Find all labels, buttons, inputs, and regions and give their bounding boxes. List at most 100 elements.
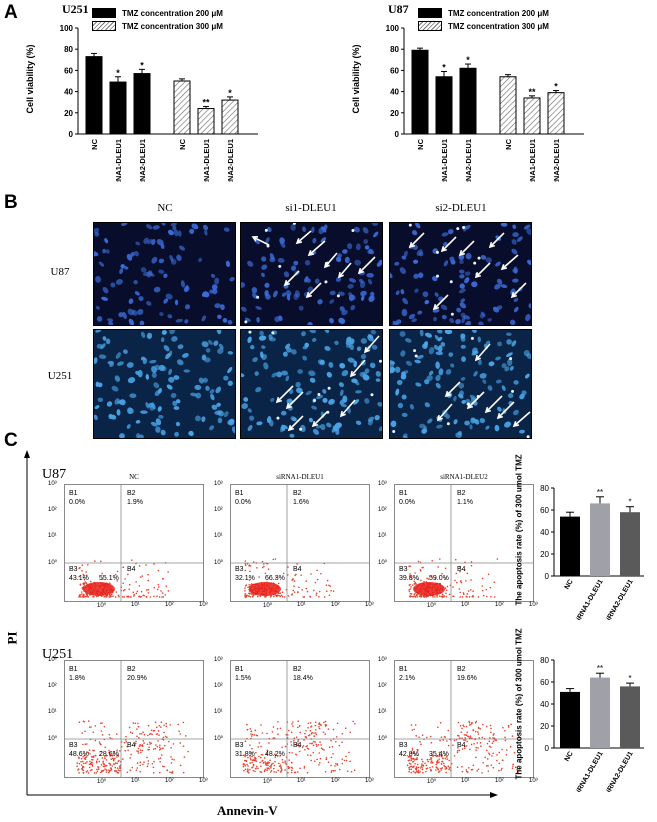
event-dot xyxy=(153,563,155,565)
event-dot xyxy=(170,756,172,758)
event-dot xyxy=(427,760,430,763)
event-dot xyxy=(330,764,332,767)
nucleus xyxy=(289,389,294,394)
nucleus xyxy=(464,420,470,426)
nucleus xyxy=(94,227,100,234)
event-dot xyxy=(411,747,414,750)
event-dot xyxy=(492,766,495,769)
event-dot xyxy=(439,739,441,742)
event-dot xyxy=(182,745,185,747)
event-dot xyxy=(299,767,301,770)
event-dot xyxy=(432,755,434,757)
quadrant-value: 59.0% xyxy=(429,575,449,582)
event-dot xyxy=(135,740,137,743)
event-cluster xyxy=(413,582,445,596)
nucleus xyxy=(97,397,104,402)
event-dot xyxy=(456,766,459,769)
event-dot xyxy=(76,765,78,768)
quadrant-name: B4 xyxy=(127,742,136,749)
nucleus xyxy=(107,318,114,322)
event-dot xyxy=(330,589,332,592)
event-dot xyxy=(259,761,261,764)
nucleus xyxy=(269,253,275,260)
quadrant-value: 2.1% xyxy=(399,675,415,682)
event-dot xyxy=(315,743,318,746)
event-dot xyxy=(507,726,510,728)
nucleus xyxy=(378,426,382,432)
event-dot xyxy=(293,739,295,742)
nucleus xyxy=(419,423,426,429)
nucleus xyxy=(177,344,184,350)
nucleus xyxy=(360,338,368,344)
event-dot xyxy=(134,722,137,725)
event-dot xyxy=(264,761,266,763)
arrow-head xyxy=(307,250,315,257)
event-dot xyxy=(422,595,425,597)
arrow-head xyxy=(275,396,283,404)
nucleus xyxy=(95,330,102,333)
nucleus xyxy=(394,366,401,373)
event-dot xyxy=(414,572,416,574)
event-dot xyxy=(178,730,180,733)
nucleus xyxy=(167,314,173,319)
event-dot xyxy=(139,770,141,773)
flow-plot: B1 2.1% B2 19.6% B3 42.8% B4 35.4% 10³ 10² 10¹ 10⁰ 1… xyxy=(378,657,538,785)
event-dot xyxy=(445,756,448,758)
nucleus xyxy=(308,370,316,377)
event-dot xyxy=(98,760,101,763)
event-dot xyxy=(260,771,263,773)
flow-plot-title: siRNA1-DLEU2 xyxy=(440,473,488,481)
event-dot xyxy=(245,584,248,586)
nucleus xyxy=(424,299,430,305)
event-dot xyxy=(113,751,115,753)
event-dot xyxy=(244,593,247,595)
significance-mark: * xyxy=(628,498,631,507)
quadrant-name: B1 xyxy=(399,666,408,673)
nucleus xyxy=(411,318,417,323)
event-dot xyxy=(248,583,251,586)
event-dot xyxy=(109,764,112,766)
quadrant-name: B2 xyxy=(457,666,466,673)
arrow-head xyxy=(363,346,370,354)
nucleus xyxy=(513,297,519,303)
nucleus xyxy=(395,319,402,325)
nucleus xyxy=(324,330,330,334)
event-dot xyxy=(470,561,473,563)
event-dot xyxy=(312,751,315,754)
event-dot xyxy=(481,736,484,739)
nucleus xyxy=(201,416,206,422)
nucleus xyxy=(367,249,373,255)
nucleus xyxy=(143,237,149,244)
event-dot xyxy=(504,736,506,739)
flow-y-tick: 10¹ xyxy=(214,709,223,715)
event-dot xyxy=(460,731,463,733)
nucleus xyxy=(509,365,514,371)
quadrant-name: B4 xyxy=(293,742,302,749)
event-dot xyxy=(290,731,293,734)
flow-x-tick: 10² xyxy=(165,602,174,608)
event-dot xyxy=(284,760,286,762)
event-dot xyxy=(414,724,417,726)
event-dot xyxy=(147,573,149,576)
event-dot xyxy=(297,742,299,745)
event-dot xyxy=(316,745,318,747)
nucleus xyxy=(148,402,154,408)
nucleus xyxy=(445,369,452,375)
event-dot xyxy=(468,767,470,769)
arrow xyxy=(437,403,453,421)
x-tick-label: siRNA2-DLEU1 xyxy=(226,139,235,182)
nucleus xyxy=(516,236,523,242)
event-dot xyxy=(481,577,484,580)
event-dot xyxy=(162,736,165,739)
event-dot xyxy=(303,596,306,598)
nucleus xyxy=(258,335,267,341)
event-dot xyxy=(318,761,321,764)
y-tick-label: 60 xyxy=(540,506,549,515)
nucleus xyxy=(277,257,285,263)
event-dot xyxy=(472,595,474,598)
nucleus xyxy=(95,305,100,310)
nucleus xyxy=(261,256,267,262)
y-tick-label: 60 xyxy=(64,66,73,75)
event-dot xyxy=(111,765,114,767)
nucleus xyxy=(220,304,225,310)
